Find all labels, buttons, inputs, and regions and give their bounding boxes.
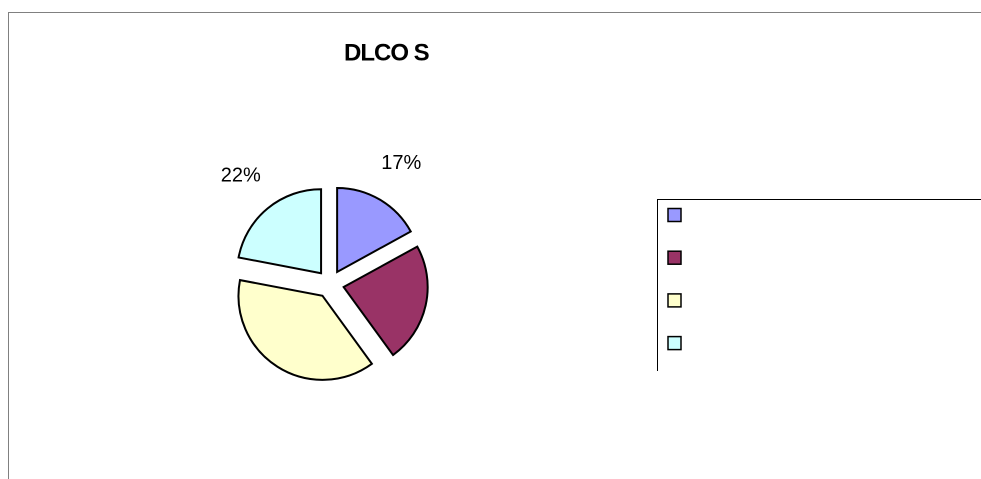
- chart-title: DLCO S: [344, 39, 430, 66]
- legend: [657, 199, 981, 371]
- legend-swatch: [667, 250, 682, 265]
- pie-slice: [237, 278, 374, 381]
- pie-slice: [336, 186, 413, 274]
- data-label: 17%: [381, 152, 421, 174]
- legend-swatch: [667, 293, 682, 308]
- pie-slice: [237, 188, 323, 275]
- pie-slice: [342, 245, 429, 357]
- clip-area: DLCO S 17% 22%: [221, 39, 431, 186]
- legend-swatch: [667, 207, 682, 223]
- data-label: 22%: [221, 164, 261, 186]
- legend-swatch: [667, 335, 682, 351]
